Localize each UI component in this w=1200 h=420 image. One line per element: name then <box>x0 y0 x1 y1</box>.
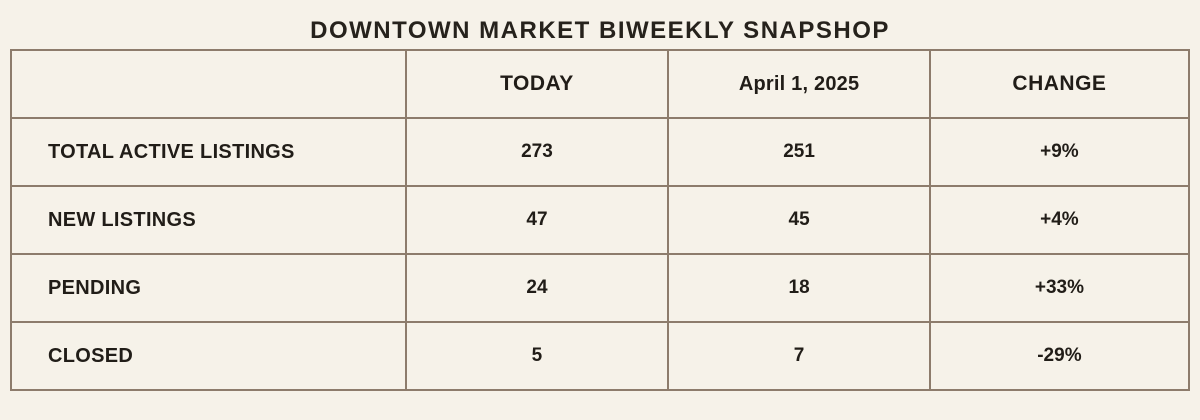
today-value: 273 <box>404 117 670 187</box>
previous-value: 251 <box>667 117 931 187</box>
row-label: PENDING <box>10 253 407 323</box>
corner-cell <box>10 49 407 119</box>
previous-value: 18 <box>667 253 931 323</box>
change-value: -29% <box>928 321 1191 391</box>
col-header-today: TODAY <box>404 49 670 119</box>
snapshot-table: TODAY April 1, 2025 CHANGE TOTAL ACTIVE … <box>10 49 1191 391</box>
today-value: 5 <box>404 321 670 391</box>
table-row-new-listings: NEW LISTINGS 47 45 +4% <box>10 185 1191 255</box>
change-value: +4% <box>928 185 1191 255</box>
header-row: TODAY April 1, 2025 CHANGE <box>10 49 1191 119</box>
page-title: DOWNTOWN MARKET BIWEEKLY SNAPSHOP <box>310 17 890 44</box>
today-value: 47 <box>404 185 670 255</box>
change-value: +33% <box>928 253 1191 323</box>
previous-value: 7 <box>667 321 931 391</box>
col-header-date: April 1, 2025 <box>667 49 931 119</box>
row-label: CLOSED <box>10 321 407 391</box>
today-value: 24 <box>404 253 670 323</box>
change-value: +9% <box>928 117 1191 187</box>
table-row-pending: PENDING 24 18 +33% <box>10 253 1191 323</box>
table-row-closed: CLOSED 5 7 -29% <box>10 321 1191 391</box>
row-label: NEW LISTINGS <box>10 185 407 255</box>
previous-value: 45 <box>667 185 931 255</box>
table-row-total-active-listings: TOTAL ACTIVE LISTINGS 273 251 +9% <box>10 117 1191 187</box>
row-label: TOTAL ACTIVE LISTINGS <box>10 117 407 187</box>
col-header-change: CHANGE <box>928 49 1191 119</box>
